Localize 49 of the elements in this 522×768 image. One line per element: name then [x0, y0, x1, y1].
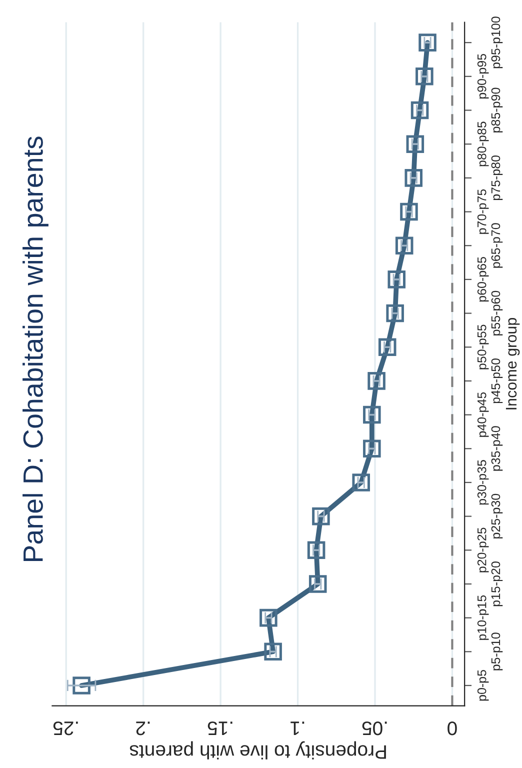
point [260, 608, 278, 627]
point [410, 101, 429, 120]
point [386, 304, 404, 322]
y-tick-label: p70-p75 [477, 189, 489, 234]
y-tick-label: p35-p40 [491, 426, 503, 471]
y-tick-label: p55-p60 [491, 290, 503, 336]
point [312, 507, 330, 526]
y-tick-label: p0-p5 [477, 670, 489, 701]
y-tick-label: p40-p45 [477, 392, 489, 437]
point [363, 440, 381, 458]
point [363, 406, 381, 424]
x-tick-label: .1 [290, 722, 304, 736]
x-tick-label: .15 [208, 721, 232, 736]
y-tick-label: p10-p15 [477, 595, 489, 640]
point [368, 372, 386, 390]
y-tick-label: p30-p35 [477, 460, 489, 505]
text: Panel D: Cohabitation with parents [22, 136, 48, 562]
y-tick-label: p95-p100 [491, 16, 503, 68]
y-tick-label: p45-p50 [491, 358, 503, 404]
y-tick-label: p85-p90 [491, 88, 503, 132]
point [400, 202, 418, 221]
y-tick-label: p5-p10 [491, 632, 503, 670]
point [404, 169, 422, 187]
y-tick-label: p90-p95 [477, 54, 489, 99]
x-tick-label: 0 [448, 721, 457, 736]
point [307, 541, 326, 560]
x-tick-label: .2 [136, 722, 150, 736]
point [416, 68, 434, 86]
y-tick-label: p20-p25 [477, 528, 489, 572]
point [406, 135, 424, 153]
x-tick-label: .25 [53, 721, 78, 736]
y-tick-label: p75-p80 [491, 155, 503, 200]
y-tick-label: p15-p20 [491, 562, 503, 606]
point [388, 270, 406, 288]
x-tick-label: .05 [362, 721, 387, 736]
point [418, 34, 436, 52]
point [352, 474, 370, 492]
y-tick-label: p50-p55 [477, 324, 489, 370]
y-tick-label: p60-p65 [477, 257, 489, 302]
point [395, 236, 414, 254]
y-tick-label: p80-p85 [477, 122, 489, 166]
x-axis-title: Propensity to live with parents [130, 741, 386, 760]
y-axis-title: Income group [506, 318, 520, 410]
point [308, 575, 327, 593]
y-tick-label: p25-p30 [491, 494, 503, 538]
point [378, 338, 396, 356]
point [72, 676, 90, 694]
y-tick-label: p65-p70 [491, 223, 503, 268]
point [264, 642, 282, 661]
